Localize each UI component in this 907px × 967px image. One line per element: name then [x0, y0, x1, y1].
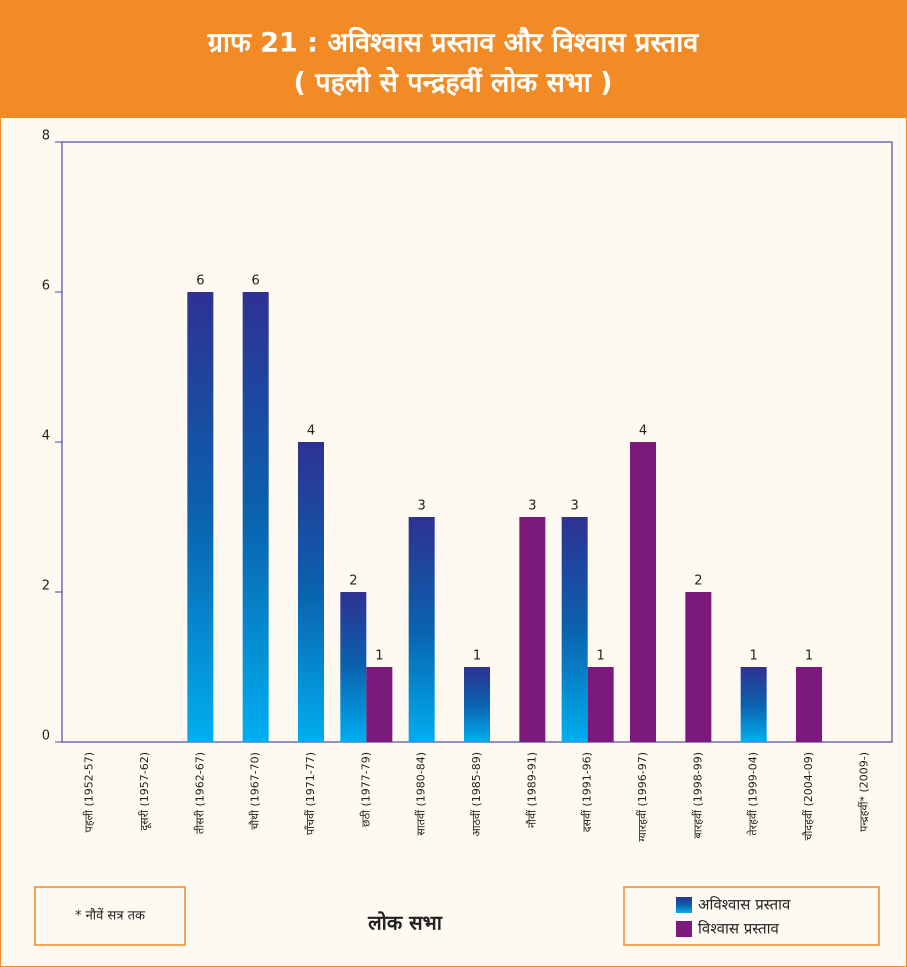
value-label: 1 — [473, 649, 481, 664]
x-tick-label: बारहवीं (1998-99) — [691, 752, 704, 838]
x-tick-label: दसवीं (1991-96) — [581, 752, 594, 832]
bar — [408, 517, 435, 742]
value-label: 1 — [805, 649, 813, 664]
x-tick-label: पन्द्रहवीं* (2009-) — [857, 752, 870, 832]
value-label: 3 — [418, 499, 426, 514]
bar — [298, 442, 324, 742]
bar — [587, 667, 614, 742]
y-tick-label: 8 — [42, 129, 50, 144]
x-tick-label: नौवीं (1989-91) — [525, 752, 538, 828]
header-band — [0, 0, 907, 118]
value-label: 4 — [639, 424, 647, 439]
y-tick-label: 6 — [42, 279, 50, 294]
bar — [561, 517, 588, 742]
x-tick-label: सातवीं (1980-84) — [415, 752, 428, 836]
bar — [242, 292, 269, 742]
value-label: 6 — [252, 274, 260, 289]
bar — [187, 292, 214, 742]
value-label: 6 — [196, 274, 204, 289]
bar — [366, 667, 393, 742]
chart-title: ग्राफ 21 : अविश्वास प्रस्ताव और विश्वास … — [207, 27, 699, 59]
bar — [464, 667, 490, 742]
x-tick-label: चौदहवीं (2004-09) — [802, 752, 815, 841]
x-tick-label: पाँचवीं (1971-77) — [304, 752, 317, 835]
value-label: 2 — [349, 574, 357, 589]
x-tick-label: आठवीं (1985-89) — [470, 752, 483, 837]
y-tick-label: 0 — [42, 729, 50, 744]
note-box — [34, 886, 186, 946]
note: * नौवें सत्र तक — [75, 908, 146, 924]
legend-box — [623, 886, 880, 946]
bar — [630, 442, 656, 742]
y-tick-label: 4 — [42, 429, 50, 444]
legend-label: अविश्वास प्रस्ताव — [698, 896, 791, 914]
x-tick-label: दूसरी (1957-62) — [138, 752, 152, 831]
x-tick-label: चौथी (1967-70) — [249, 752, 262, 830]
bar — [740, 667, 767, 742]
value-label: 1 — [597, 649, 605, 664]
x-tick-label: तीसरी (1962-67) — [193, 752, 206, 834]
value-label: 4 — [307, 424, 315, 439]
legend-swatch — [676, 921, 692, 937]
x-tick-label: तेरहवीं (1999-04) — [747, 752, 760, 836]
x-tick-label: छठी (1977-79) — [359, 752, 372, 827]
x-tick-label: ग्यारहवीं (1996-97) — [636, 752, 649, 842]
x-axis-label: लोक सभा — [367, 911, 443, 935]
bar — [685, 592, 712, 742]
value-label: 2 — [694, 574, 702, 589]
value-label: 3 — [528, 499, 536, 514]
bar — [519, 517, 546, 742]
bar — [340, 592, 367, 742]
legend-label: विश्वास प्रस्ताव — [698, 920, 780, 938]
x-tick-label: पहली (1952-57) — [83, 752, 96, 832]
y-tick-label: 2 — [42, 579, 50, 594]
value-label: 1 — [375, 649, 383, 664]
bar — [796, 667, 822, 742]
legend-swatch — [676, 897, 692, 913]
value-label: 1 — [750, 649, 758, 664]
value-label: 3 — [571, 499, 579, 514]
chart-subtitle: ( पहली से पन्द्रहवीं लोक सभा ) — [294, 67, 613, 99]
